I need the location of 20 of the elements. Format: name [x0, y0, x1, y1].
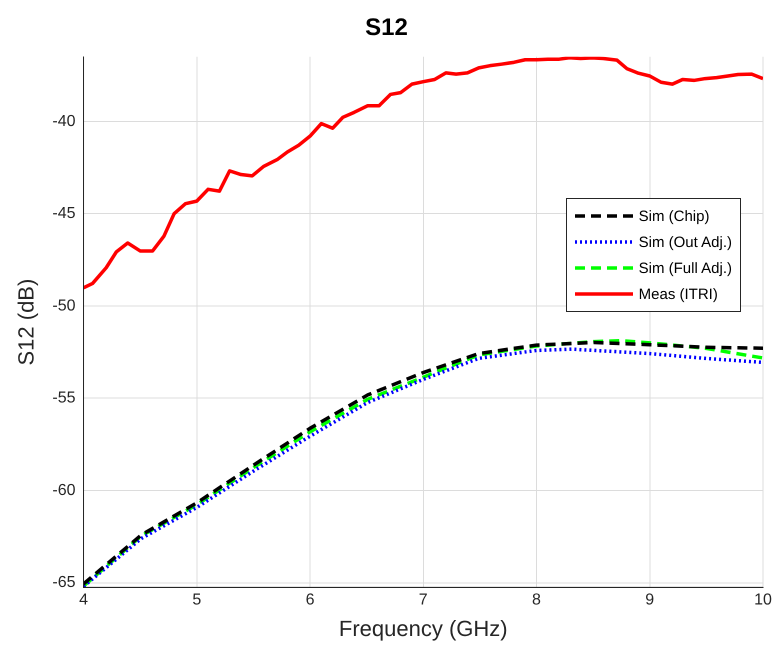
y-tick-label: -45 [52, 205, 76, 222]
x-tick-label: 7 [418, 591, 428, 608]
y-tick-label: -50 [52, 297, 76, 314]
x-tick-label: 9 [645, 591, 654, 608]
legend-label: Sim (Full Adj.) [638, 260, 732, 276]
legend-label: Sim (Out Adj.) [638, 234, 732, 250]
y-tick-label: -60 [52, 482, 76, 499]
x-tick-label: 8 [532, 591, 542, 608]
y-tick-label: -40 [52, 112, 76, 130]
x-tick-label: 4 [79, 591, 88, 608]
chart-title: S12 [365, 14, 408, 42]
y-axis-title: S12 (dB) [13, 278, 38, 366]
x-axis-title: Frequency (GHz) [338, 616, 508, 641]
x-tick-label: 5 [192, 591, 202, 608]
legend-label: Sim (Chip) [638, 208, 710, 224]
y-tick-label: -65 [52, 574, 76, 592]
legend-label: Meas (ITRI) [638, 286, 718, 302]
x-tick-label: 10 [754, 591, 772, 608]
x-tick-label: 6 [306, 591, 315, 608]
y-tick-label: -55 [52, 390, 76, 407]
